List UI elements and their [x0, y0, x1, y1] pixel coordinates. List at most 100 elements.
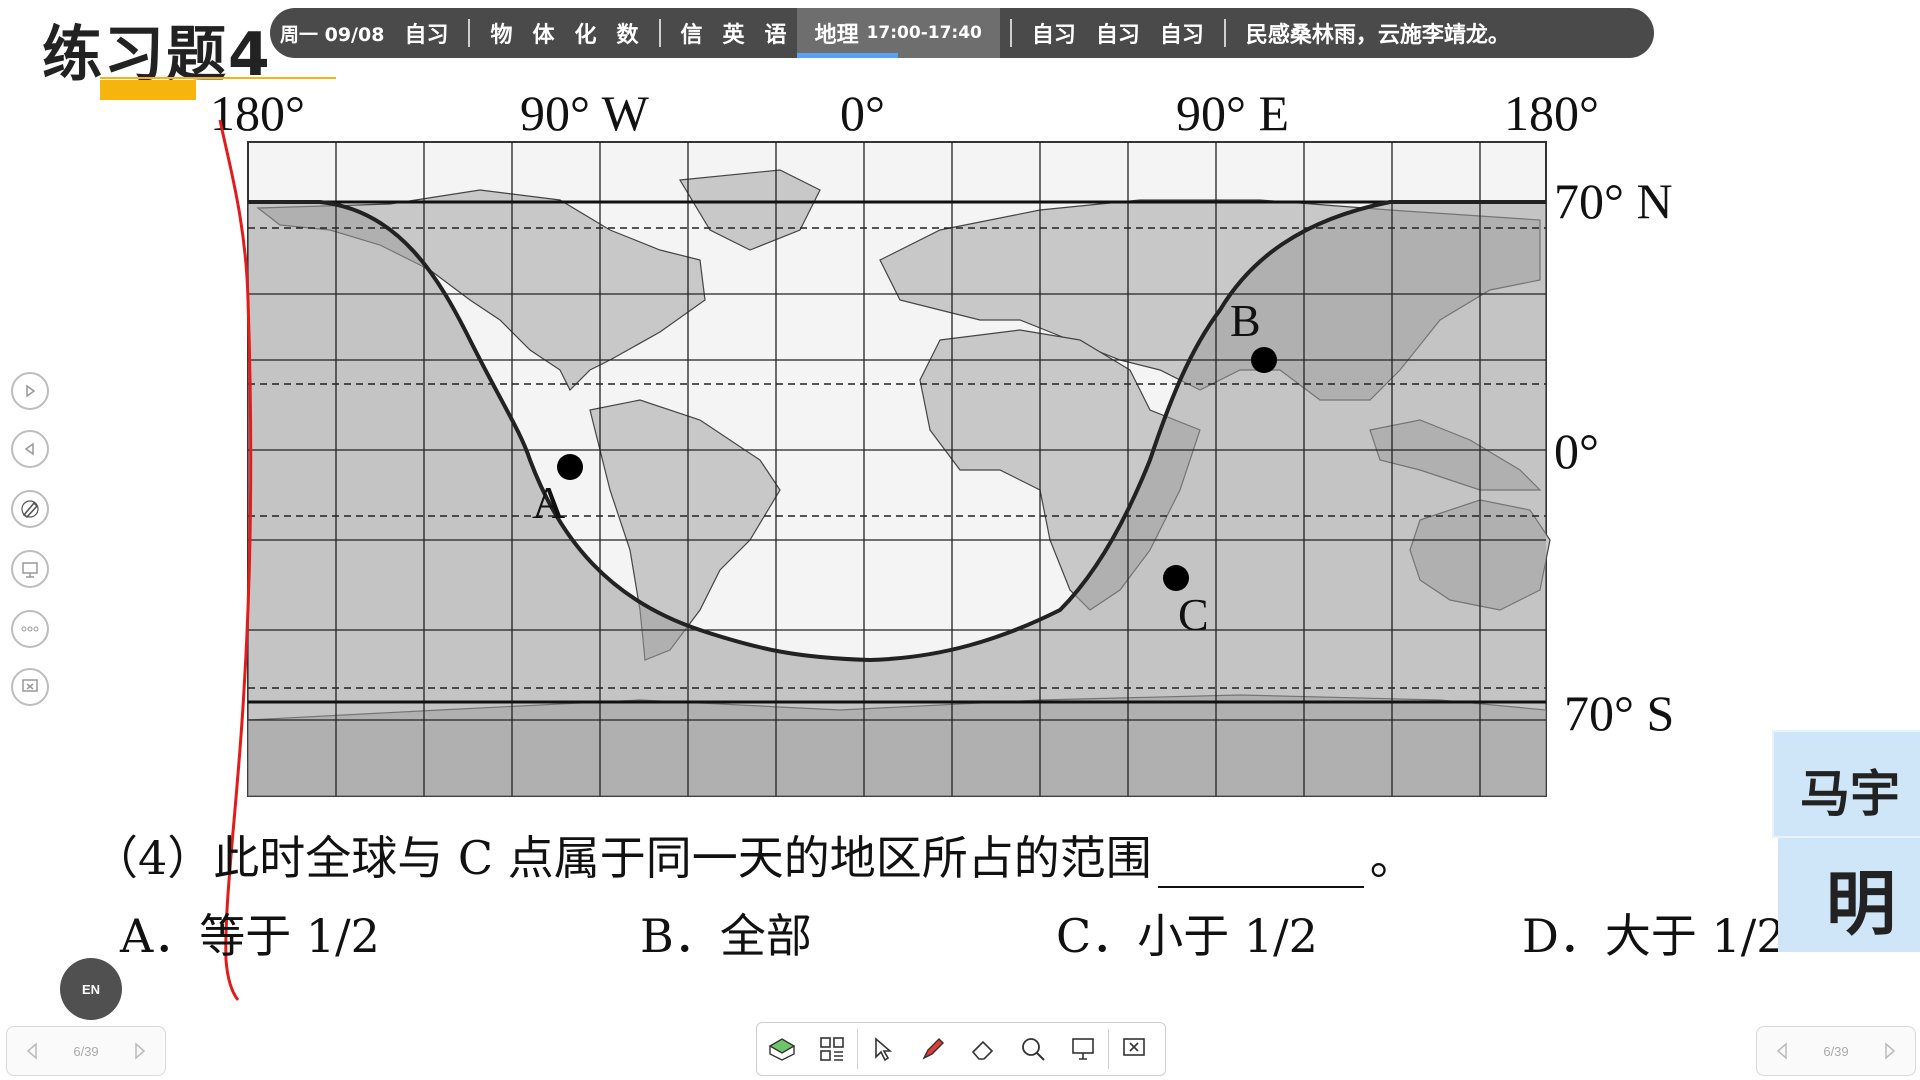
schedule-item: 自习: [1159, 23, 1204, 48]
page-nav-right: 6/39: [1756, 1026, 1916, 1076]
page-nav-left: 6/39: [6, 1026, 166, 1076]
schedule-item: 自习: [1031, 23, 1076, 48]
eraser-tool-button[interactable]: [958, 1023, 1008, 1075]
point-b-label: B: [1230, 295, 1261, 346]
option-letter: D．: [1522, 909, 1605, 963]
pen-tool-button[interactable]: [908, 1023, 958, 1075]
point-a-label: A: [532, 477, 565, 528]
present-icon: [1072, 1038, 1094, 1060]
point-a-marker: [557, 454, 583, 480]
screen-button[interactable]: [11, 550, 49, 588]
apps-icon: [820, 1037, 844, 1061]
page-indicator: 6/39: [1823, 1043, 1849, 1059]
en-label: EN: [81, 981, 101, 997]
question-stem: （4）此时全球与 C 点属于同一天的地区所占的范围 。: [92, 822, 1416, 888]
schedule-item: 语: [764, 23, 787, 48]
schedule-item: 体: [532, 23, 555, 48]
lat-label-70s: 70° S: [1564, 685, 1674, 741]
question-end: 。: [1369, 831, 1416, 885]
schedule-divider: [1009, 19, 1012, 47]
eraser-icon: [971, 1040, 994, 1060]
schedule-divider: [1223, 19, 1226, 47]
world-map-svg: A B C 180° 90° W 0° 90° E 180° 70° N 0° …: [210, 85, 1674, 797]
south-america: [589, 399, 781, 661]
page-indicator: 6/39: [73, 1043, 99, 1059]
next-page-button[interactable]: [115, 1027, 165, 1075]
terminator-curve: [248, 200, 1546, 663]
zoom-button[interactable]: [1008, 1023, 1058, 1075]
student-name-card: [1772, 730, 1920, 838]
exit-presentation-button[interactable]: [11, 668, 49, 706]
schedule-day: 周一 09/08: [280, 23, 385, 46]
option-d: D．大于 1/2: [1522, 900, 1786, 966]
chevron-left-icon: [26, 1042, 37, 1060]
current-period: 地理 17:00-17:40: [796, 8, 1000, 58]
title-underline: [100, 77, 336, 79]
student-name-card-lower: [1778, 838, 1920, 952]
toolbar-divider: [857, 1029, 858, 1069]
search-icon: [1022, 1038, 1045, 1061]
current-progress-bar: [796, 53, 899, 58]
red-pen-stroke: [218, 119, 253, 1001]
schedule-item: 物: [490, 23, 513, 48]
schedule-item: 化: [574, 23, 597, 48]
lon-label-0: 0°: [840, 85, 885, 141]
option-text: 等于 1/2: [199, 909, 380, 963]
current-subject: 地理: [814, 23, 859, 48]
night-area: [248, 202, 1546, 796]
point-b-marker: [1251, 347, 1277, 373]
lon-label-180w: 180°: [210, 85, 305, 141]
chevron-left-icon: [1776, 1042, 1787, 1060]
select-tool-button[interactable]: [858, 1023, 908, 1075]
next-page-button[interactable]: [1865, 1027, 1915, 1075]
tropic-lines: [248, 227, 1546, 689]
title-accent-bar: [100, 80, 196, 100]
graticule-meridians: [335, 142, 1481, 796]
pen-tool-button[interactable]: [11, 490, 49, 528]
student-name-line2: 明: [1826, 863, 1896, 945]
toolbar-divider: [1108, 1029, 1109, 1069]
schedule-motto: 民感桑林雨，云施李靖龙。: [1245, 23, 1510, 48]
prev-page-button[interactable]: [1757, 1027, 1807, 1075]
cursor-icon: [875, 1037, 893, 1062]
chevron-right-icon: [135, 1042, 146, 1060]
option-letter: B．: [640, 909, 720, 963]
schedule-item: 自习: [404, 23, 449, 48]
play-button[interactable]: [11, 372, 49, 410]
option-letter: A．: [120, 909, 200, 963]
lat-label-70n: 70° N: [1554, 173, 1673, 229]
schedule-item: 信: [680, 23, 703, 48]
schedule-item: 英: [722, 23, 745, 48]
chevron-right-icon: [1885, 1042, 1896, 1060]
language-toggle-button[interactable]: EN: [60, 958, 122, 1020]
schedule-item: 自习: [1095, 23, 1140, 48]
option-text: 全部: [719, 909, 812, 963]
point-c-label: C: [1178, 589, 1209, 640]
exit-button[interactable]: [1109, 1023, 1159, 1075]
current-time: 17:00-17:40: [866, 23, 982, 43]
more-button[interactable]: [11, 610, 49, 648]
option-text: 大于 1/2: [1604, 909, 1786, 963]
more-icon: [21, 626, 39, 632]
apps-button[interactable]: [807, 1023, 857, 1075]
prev-page-button[interactable]: [7, 1027, 57, 1075]
whiteboard-button[interactable]: [757, 1023, 807, 1075]
lon-label-90e: 90° E: [1176, 85, 1289, 141]
lon-label-90w: 90° W: [520, 85, 650, 141]
option-c: C．小于 1/2: [1056, 900, 1318, 966]
question-text: （4）此时全球与 C 点属于同一天的地区所占的范围: [92, 831, 1152, 885]
previous-button[interactable]: [11, 430, 49, 468]
board-icon: [768, 1038, 796, 1061]
lat-label-equator: 0°: [1554, 423, 1599, 479]
option-letter: C．: [1056, 909, 1138, 963]
present-button[interactable]: [1058, 1023, 1108, 1075]
greenland: [678, 169, 821, 251]
schedule-divider: [468, 19, 471, 47]
option-b: B．全部: [640, 900, 812, 966]
lon-label-180e: 180°: [1504, 85, 1599, 141]
play-icon: [26, 384, 36, 398]
exit-icon: [22, 679, 38, 692]
answer-blank: [1157, 842, 1364, 888]
option-a: A．等于 1/2: [120, 900, 380, 966]
